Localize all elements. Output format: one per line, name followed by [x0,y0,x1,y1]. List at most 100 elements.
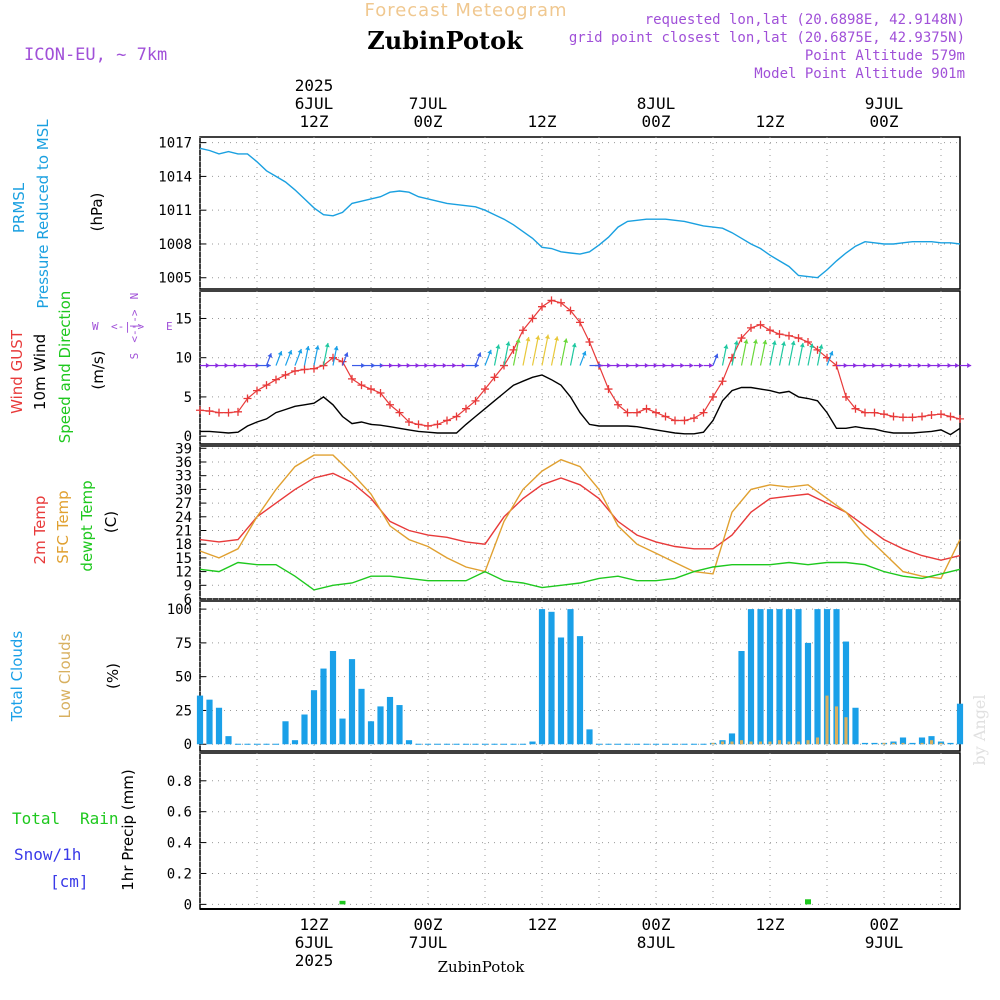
low-cloud-bar [815,737,820,745]
wind-direction-arrow [731,340,738,366]
gust-marker [785,331,793,340]
gust-marker [528,314,537,323]
compass-east: E [166,320,173,333]
wind-arrow-head [266,363,271,369]
y-tick-label: 24 [175,510,192,526]
time-label-top: 7JUL [409,94,448,113]
watermark: by Angel [970,694,989,765]
total-cloud-bar [861,742,869,745]
requested-coords: requested lon,lat (20.6898E, 42.9148N) [645,12,965,28]
wind-direction-arrow [750,339,757,366]
wind-arrow-head [898,363,903,369]
gust-marker [348,374,356,383]
wind-direction-arrow [512,338,520,366]
meteogram-title: Forecast Meteogram [364,0,567,21]
gust-marker [405,418,413,427]
time-label-bottom: 00Z [642,915,671,934]
compass-we-arrow: <-|-> [111,320,144,333]
y-tick-label: 9 [184,578,192,594]
gust-marker [414,420,423,429]
wind-arrow-head [689,363,694,369]
wind-arrow-head [406,363,411,369]
total-cloud-bar [871,742,878,745]
wind-direction-arrow [759,339,767,366]
total-cloud-bar [918,737,926,745]
gust-marker [604,385,613,394]
y-tick-label: 0 [184,897,192,913]
y-tick-label: 18 [175,537,192,553]
gust-marker [937,410,945,419]
y-tick-label: 15 [175,551,192,567]
low-cloud-bar [739,740,744,745]
cloud-label-total: Total Clouds [8,631,26,723]
gust-marker [690,414,698,423]
total-cloud-bar [225,736,232,745]
low-cloud-bar [749,741,753,745]
precip-label-rain: Rain [80,809,119,828]
total-cloud-bar [586,729,593,745]
total-cloud-bar [567,609,574,745]
time-label-top: 12Z [300,112,329,131]
total-cloud-bar [282,721,289,745]
time-label-bottom: 6JUL [295,933,334,952]
gust-marker [918,412,926,421]
panel-frame-3 [199,600,961,752]
precip-label-snow: Snow/1h [14,845,81,864]
time-label-bottom: 2025 [295,951,334,970]
total-cloud-bar [728,733,736,745]
y-tick-label: 25 [175,703,192,719]
gust-marker [794,334,803,343]
temp-sfc-line [199,454,961,580]
y-tick-label: 100 [167,602,192,618]
wind-arrow-head [698,363,703,369]
gust-marker [215,408,223,417]
y-tick-label: 0 [184,429,192,445]
gust-marker [756,320,765,329]
wind-arrow-head [809,343,815,349]
low-cloud-bar [834,706,839,745]
gust-marker [585,338,594,346]
time-label-bottom: 12Z [300,915,329,934]
wind-arrow-head [828,351,834,356]
wind-arrow-head [662,363,667,369]
wind-arrow-head [947,363,952,369]
wind-arrow-head [790,340,796,346]
wind-arrow-head [424,363,429,369]
gust-marker [481,385,489,394]
time-label-bottom: 12Z [528,915,557,934]
total-cloud-bar [301,714,308,745]
gust-marker [300,365,309,374]
total-cloud-bar [937,741,945,745]
total-cloud-bar [956,703,964,745]
gust-marker [557,298,565,307]
wind-arrow-head [452,363,457,369]
precip-unit: 1hr Precip (mm) [119,769,137,890]
gust-marker [642,404,651,413]
gust-marker [851,404,860,413]
wind-arrow-head [723,344,729,349]
compass-south: S [128,353,141,360]
y-tick-label: 0.6 [167,805,192,821]
wind-arrow-head [554,336,560,341]
time-label-top: 00Z [642,112,671,131]
pressure-label-1: PRMSL [10,182,28,233]
temp-unit: (C) [102,511,120,533]
total-cloud-bar [899,737,907,745]
gust-marker [538,302,546,311]
low-cloud-bar [920,742,924,745]
gust-marker [614,400,622,409]
wind-arrow-head [563,338,569,343]
compass-north: N [128,293,141,300]
low-cloud-bar [777,740,782,745]
total-cloud-bar [833,609,840,745]
gust-marker [272,375,280,384]
pressure-line [199,147,961,279]
pressure-panel-labels: PRMSL Pressure Reduced to MSL (hPa) [10,119,106,309]
y-tick-label: 15 [175,311,192,327]
low-cloud-bar [787,741,791,745]
panel-frame-0 [199,136,961,290]
compass-ns-arrow: <-|-> [128,309,141,342]
wind-direction-arrow [503,341,510,366]
wind-arrow-head [917,363,922,369]
low-cloud-bar [939,742,943,745]
